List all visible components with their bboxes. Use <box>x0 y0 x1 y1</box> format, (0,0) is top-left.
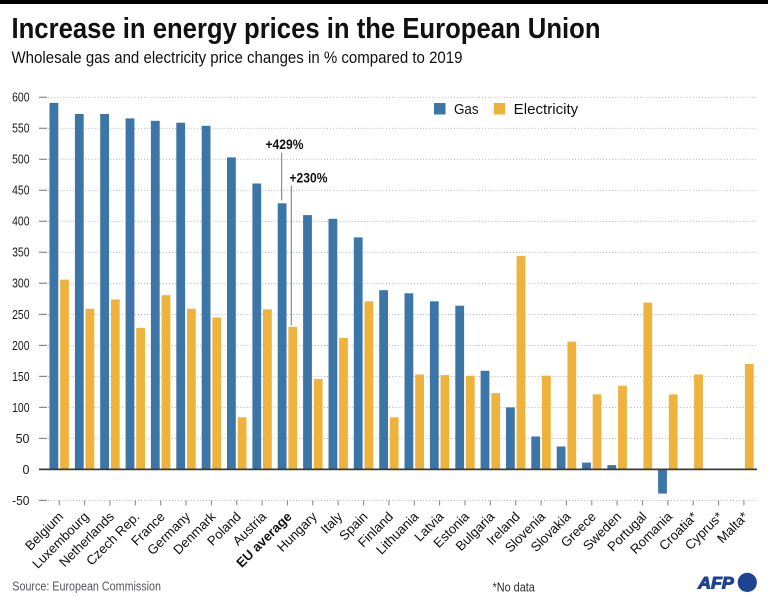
svg-text:300: 300 <box>12 277 29 291</box>
svg-text:500: 500 <box>12 153 29 167</box>
svg-text:0: 0 <box>23 463 30 477</box>
svg-text:-50: -50 <box>12 494 29 508</box>
svg-text:100: 100 <box>12 401 29 415</box>
svg-text:+230%: +230% <box>290 171 328 186</box>
svg-text:AFP: AFP <box>697 573 734 592</box>
svg-text:350: 350 <box>12 246 29 260</box>
svg-text:150: 150 <box>12 370 29 384</box>
svg-text:450: 450 <box>12 184 29 198</box>
svg-text:Wholesale gas and electricity: Wholesale gas and electricity price chan… <box>12 49 463 67</box>
svg-text:Increase in energy prices in t: Increase in energy prices in the Europea… <box>12 13 601 45</box>
svg-text:Source: European Commission: Source: European Commission <box>12 579 161 594</box>
svg-text:200: 200 <box>12 339 29 353</box>
svg-text:+429%: +429% <box>266 137 304 152</box>
svg-text:Gas: Gas <box>454 102 479 118</box>
svg-text:600: 600 <box>12 91 29 105</box>
svg-text:250: 250 <box>12 308 29 322</box>
svg-text:*No data: *No data <box>493 580 536 595</box>
svg-text:400: 400 <box>12 215 29 229</box>
svg-text:550: 550 <box>12 122 29 136</box>
svg-text:Electricity: Electricity <box>514 102 579 118</box>
svg-text:50: 50 <box>16 432 30 446</box>
